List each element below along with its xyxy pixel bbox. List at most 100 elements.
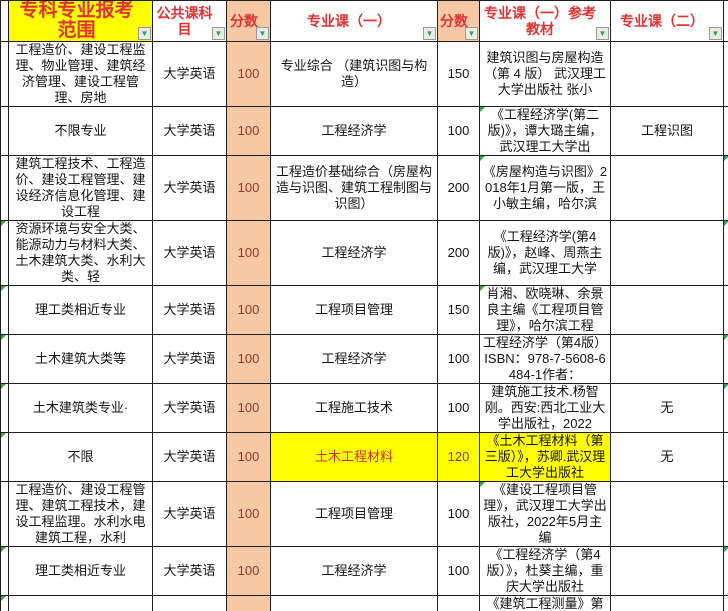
cell-course2[interactable]	[610, 546, 724, 596]
cell-course2[interactable]: 无	[610, 432, 724, 482]
cell-course1-score[interactable]: 100	[437, 334, 480, 384]
cell-course2[interactable]	[610, 481, 724, 547]
cell-course1[interactable]: 工程测量	[270, 595, 438, 611]
cell-public-score[interactable]: 100	[226, 546, 271, 596]
cell-textbook[interactable]: 《房屋构造与识图》2018年1月第一版，王小敏主编，哈尔滨	[479, 155, 611, 221]
cell-public-score[interactable]: 100	[226, 432, 271, 482]
cell-course2[interactable]	[610, 155, 724, 221]
cell-course1[interactable]: 工程施工技术	[270, 383, 438, 433]
filter-dropdown-icon[interactable]: ▼	[256, 27, 269, 40]
header-left-sliver	[0, 0, 9, 42]
cell-textbook[interactable]: 《建设工程项目管理》，武汉理工大学出版社，2022年5月主编	[479, 481, 611, 547]
filter-dropdown-icon[interactable]: ▼	[709, 27, 722, 40]
cell-course2[interactable]: 无	[610, 383, 724, 433]
cell-major-scope[interactable]: 建筑工程技术、工程造价、建设工程管理、建设经济信息化管理、建设工程	[8, 155, 153, 221]
cell-course1-score[interactable]: 150	[437, 41, 480, 107]
cell-course1-score[interactable]: 100	[437, 383, 480, 433]
cell-course1[interactable]: 土木工程材料	[270, 432, 438, 482]
cell-public-course[interactable]: 大学英语	[152, 546, 227, 596]
filter-dropdown-icon[interactable]: ▼	[596, 27, 609, 40]
cell-right-sliver	[723, 481, 728, 547]
cell-left-sliver	[0, 546, 9, 596]
cell-course2[interactable]: 无	[610, 595, 724, 611]
cell-textbook[interactable]: 建筑识图与房屋构造（第 4 版） 武汉理工大学出版社 张小	[479, 41, 611, 107]
cell-course1[interactable]: 工程经济学	[270, 546, 438, 596]
cell-major-scope[interactable]: 工程造价、建设工程监理、物业管理、建筑经济管理、建设工程管理、房地	[8, 41, 153, 107]
cell-public-score[interactable]: 100	[226, 41, 271, 107]
cell-public-course[interactable]: 大学英语	[152, 285, 227, 335]
filter-dropdown-icon[interactable]: ▼	[138, 27, 151, 40]
cell-public-course[interactable]: 大学英语	[152, 155, 227, 221]
column-header-course1-score[interactable]: 分数 ▼	[437, 0, 480, 42]
cell-course1[interactable]: 工程经济学	[270, 106, 438, 156]
cell-course1[interactable]: 工程项目管理	[270, 481, 438, 547]
cell-public-score[interactable]: 100	[226, 106, 271, 156]
cell-course1-score[interactable]: 100	[437, 481, 480, 547]
cell-course2[interactable]	[610, 41, 724, 107]
cell-public-score[interactable]: 100	[226, 383, 271, 433]
column-header-major-scope[interactable]: 专科专业报考范围 ▼	[8, 0, 153, 42]
cell-course2[interactable]	[610, 220, 724, 286]
cell-public-course[interactable]: 大学英语	[152, 383, 227, 433]
cell-course2[interactable]	[610, 334, 724, 384]
cell-textbook[interactable]: 肖湘、欧晓琳、余景良主编《工程项目管理》，哈尔滨工程	[479, 285, 611, 335]
cell-public-course[interactable]: 大学英语	[152, 481, 227, 547]
filter-dropdown-icon[interactable]: ▼	[212, 27, 225, 40]
column-header-public-course[interactable]: 公共课科目 ▼	[152, 0, 227, 42]
cell-public-course[interactable]: 大学英语	[152, 41, 227, 107]
cell-public-score[interactable]: 100	[226, 595, 271, 611]
filter-dropdown-icon[interactable]: ▼	[465, 27, 478, 40]
cell-public-course[interactable]: 大学英语	[152, 432, 227, 482]
cell-major-scope[interactable]: 不限专业	[8, 106, 153, 156]
cell-public-score[interactable]: 100	[226, 220, 271, 286]
cell-right-sliver	[723, 220, 728, 286]
cell-public-score[interactable]: 100	[226, 155, 271, 221]
cell-public-course[interactable]: 大学英语	[152, 106, 227, 156]
cell-textbook[interactable]: 《工程经济学(第4版)》，赵峰、周燕主编，武汉理工大学	[479, 220, 611, 286]
cell-textbook[interactable]: 《工程经济学（第4版）》，杜葵主编，重庆大学出版社	[479, 546, 611, 596]
cell-course1[interactable]: 专业综合 （建筑识图与构造）	[270, 41, 438, 107]
cell-major-scope[interactable]: 工程造价、建设工程管理、建筑工程技术，建设工程监理。水利水电建筑工程，水利	[8, 481, 153, 547]
cell-major-scope[interactable]: 土木建筑大类等	[8, 334, 153, 384]
cell-public-course[interactable]: 大学英语	[152, 595, 227, 611]
cell-textbook[interactable]: 建筑施工技术.杨智刚。西安:西北工业大学出版社，2022	[479, 383, 611, 433]
column-header-public-score[interactable]: 分数 ▼	[226, 0, 271, 42]
cell-course1-score[interactable]: 200	[437, 220, 480, 286]
cell-course1-score[interactable]: 100	[437, 106, 480, 156]
cell-right-sliver	[723, 41, 728, 107]
cell-public-score[interactable]: 100	[226, 334, 271, 384]
cell-course1[interactable]: 工程经济学	[270, 220, 438, 286]
cell-course1-score[interactable]: 150	[437, 285, 480, 335]
cell-major-scope[interactable]: 不限	[8, 432, 153, 482]
cell-textbook[interactable]: 《工程经济学(第二版)》，谭大璐主编，武汉理工大学出	[479, 106, 611, 156]
cell-public-score[interactable]: 100	[226, 481, 271, 547]
cell-course1[interactable]: 工程经济学	[270, 334, 438, 384]
column-header-course2[interactable]: 专业课（二） ▼	[610, 0, 724, 42]
cell-course1-score[interactable]: 200	[437, 155, 480, 221]
cell-course1-score[interactable]: 100	[437, 546, 480, 596]
cell-course1-score[interactable]: 120	[437, 432, 480, 482]
cell-major-scope[interactable]: 理工类相近专业	[8, 285, 153, 335]
cell-major-scope[interactable]: 资源环境与安全大类、能源动力与材料大类、土木建筑大类、水利大类、轻	[8, 220, 153, 286]
cell-textbook[interactable]: 《土木工程材料（第三版）》，苏卿.武汉理工大学出版社	[479, 432, 611, 482]
cell-course2[interactable]: 工程识图	[610, 106, 724, 156]
cell-public-course[interactable]: 大学英语	[152, 220, 227, 286]
table-body: 工程造价、建设工程监理、物业管理、建筑经济管理、建设工程管理、房地 大学英语 1…	[0, 41, 728, 611]
cell-course1[interactable]: 工程项目管理	[270, 285, 438, 335]
cell-textbook[interactable]: 工程经济学（第4版）ISBN：978-7-5608-6484-1作者：	[479, 334, 611, 384]
column-header-textbook[interactable]: 专业课（一）参考教材 ▼	[479, 0, 611, 42]
cell-major-scope[interactable]: 相同或相近	[8, 595, 153, 611]
cell-major-scope[interactable]: 土木建筑类专业·	[8, 383, 153, 433]
cell-public-course[interactable]: 大学英语	[152, 334, 227, 384]
cell-course1-score[interactable]: 100	[437, 595, 480, 611]
cell-major-scope[interactable]: 理工类相近专业	[8, 546, 153, 596]
filter-dropdown-icon[interactable]: ▼	[423, 27, 436, 40]
table-row: 土木建筑大类等 大学英语 100 工程经济学 100 工程经济学（第4版）ISB…	[0, 334, 728, 384]
cell-course1[interactable]: 工程造价基础综合（房屋构造与识图、建筑工程制图与识图）	[270, 155, 438, 221]
cell-public-score[interactable]: 100	[226, 285, 271, 335]
cell-textbook[interactable]: 《建筑工程测量》第二版，史兆琼，武汉理工大学出版社	[479, 595, 611, 611]
column-header-course1[interactable]: 专业课（一） ▼	[270, 0, 438, 42]
cell-course2[interactable]	[610, 285, 724, 335]
table-row: 理工类相近专业 大学英语 100 工程项目管理 150 肖湘、欧晓琳、余景良主编…	[0, 285, 728, 335]
